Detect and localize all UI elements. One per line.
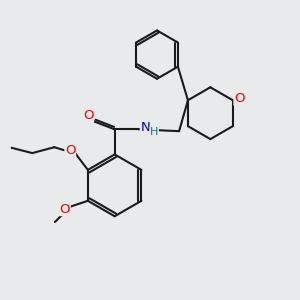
Text: O: O [83, 109, 93, 122]
Text: O: O [234, 92, 244, 105]
Text: O: O [65, 144, 76, 157]
Text: N: N [140, 122, 150, 134]
Text: O: O [60, 202, 70, 215]
Text: H: H [150, 127, 158, 137]
